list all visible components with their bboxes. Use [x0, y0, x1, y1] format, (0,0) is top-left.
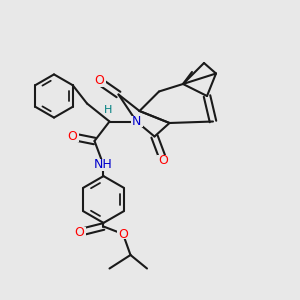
FancyBboxPatch shape [95, 159, 112, 171]
Text: O: O [159, 154, 168, 167]
Text: O: O [94, 74, 104, 88]
FancyBboxPatch shape [103, 106, 113, 115]
FancyBboxPatch shape [117, 229, 129, 239]
Text: H: H [104, 105, 112, 115]
FancyBboxPatch shape [92, 75, 106, 87]
Text: N: N [132, 115, 141, 128]
FancyBboxPatch shape [130, 116, 142, 127]
FancyBboxPatch shape [157, 155, 170, 166]
FancyBboxPatch shape [73, 227, 86, 238]
Text: NH: NH [94, 158, 113, 172]
Text: O: O [118, 227, 128, 241]
Text: O: O [67, 130, 77, 143]
Text: O: O [75, 226, 84, 239]
FancyBboxPatch shape [65, 131, 79, 142]
